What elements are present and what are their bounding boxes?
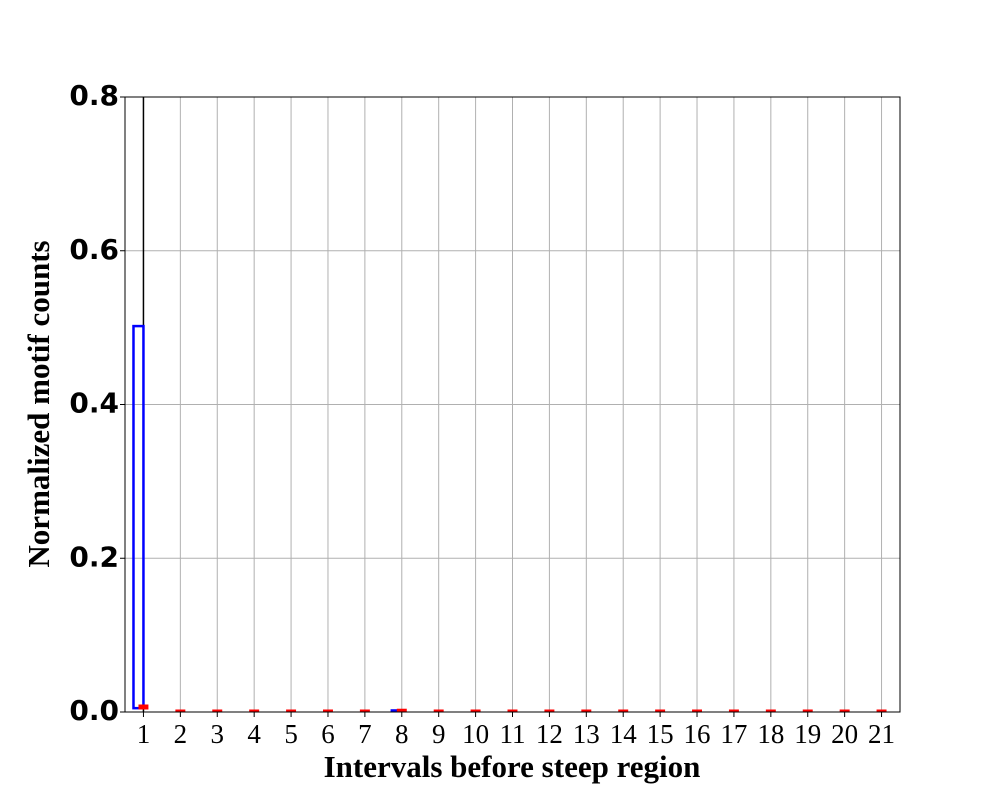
x-tick-label: 15 [647,719,674,749]
x-tick-label: 3 [211,719,225,749]
y-tick-label: 0.2 [69,540,119,573]
x-tick-label: 14 [610,719,638,749]
x-tick-label: 17 [720,719,747,749]
box [132,324,145,710]
plot-area [125,97,900,712]
y-tick-label: 0.8 [69,79,119,112]
x-tick-label: 6 [321,719,335,749]
x-tick-label: 10 [462,719,489,749]
x-tick-label: 20 [831,719,858,749]
x-tick-label: 13 [573,719,600,749]
y-tick-label: 0.6 [69,233,119,266]
x-tick-label: 16 [684,719,711,749]
y-tick-label: 0.0 [69,694,119,727]
x-tick-label: 8 [395,719,409,749]
x-tick-label: 11 [500,719,526,749]
x-tick-label: 2 [174,719,188,749]
x-tick-label: 12 [536,719,563,749]
x-tick-label: 1 [137,719,151,749]
x-axis-label: Intervals before steep region [324,749,701,784]
plot-frame [124,96,901,713]
x-tick-label: 21 [868,719,895,749]
x-tick-label: 9 [432,719,446,749]
y-tick-label: 0.4 [69,387,119,420]
x-tick-label: 19 [794,719,821,749]
x-tick-label: 18 [757,719,784,749]
x-tick-label: 7 [358,719,372,749]
x-tick-label: 5 [284,719,298,749]
y-axis-label: Normalized motif counts [21,240,56,567]
x-tick-label: 4 [247,719,261,749]
